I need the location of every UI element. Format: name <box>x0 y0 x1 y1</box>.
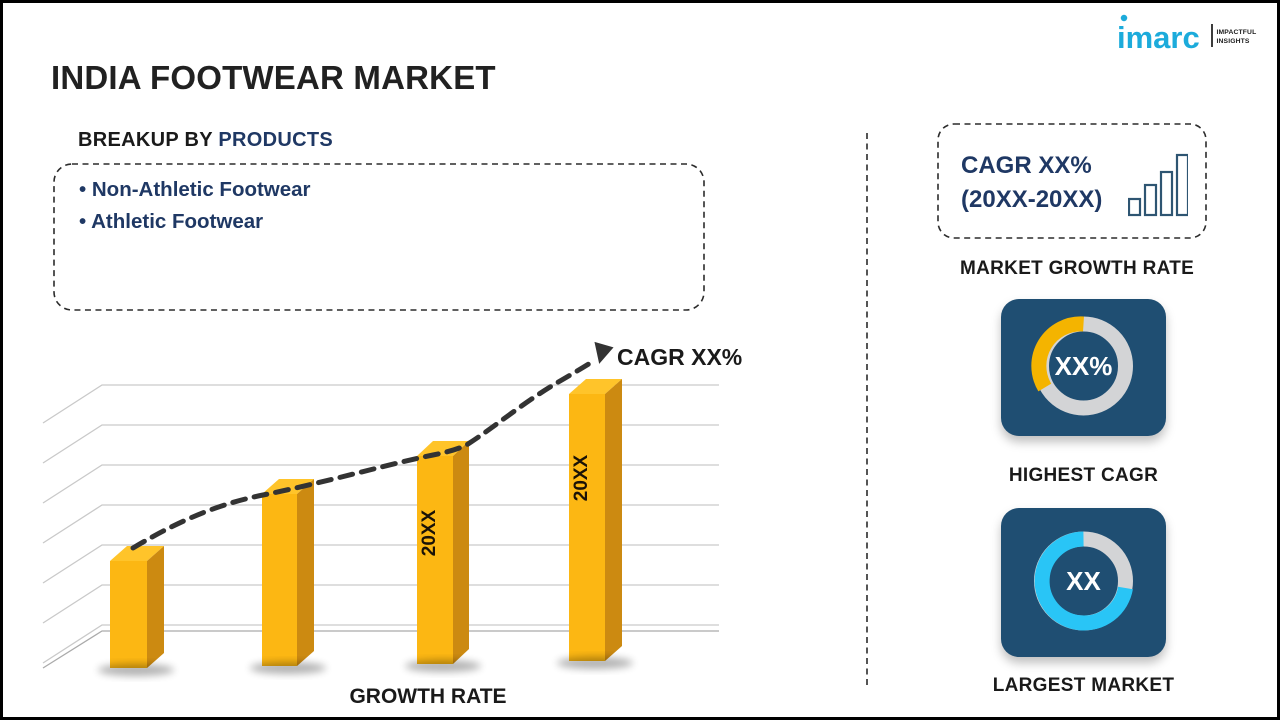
svg-text:CAGR XX%: CAGR XX% <box>617 344 742 370</box>
svg-text:XX: XX <box>1066 566 1101 596</box>
svg-text:imarc: imarc <box>1117 20 1200 55</box>
svg-text:INSIGHTS: INSIGHTS <box>1217 38 1250 45</box>
svg-text:IMPACTFUL: IMPACTFUL <box>1217 29 1257 36</box>
svg-text:20XX: 20XX <box>571 454 592 501</box>
svg-text:20XX: 20XX <box>419 509 440 556</box>
svg-text:XX%: XX% <box>1055 351 1113 381</box>
svg-text:GROWTH RATE: GROWTH RATE <box>349 685 506 708</box>
